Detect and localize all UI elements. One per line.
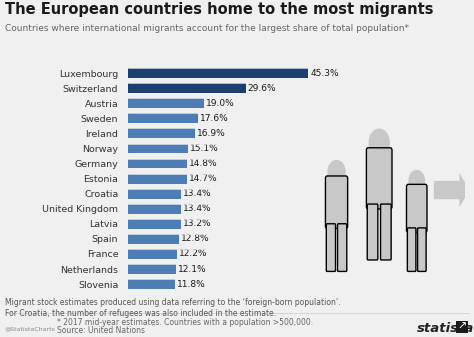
Text: 16.9%: 16.9% <box>197 129 226 138</box>
Text: 14.8%: 14.8% <box>189 159 218 168</box>
Circle shape <box>328 161 345 183</box>
Text: 45.3%: 45.3% <box>310 68 339 78</box>
Text: Source: United Nations: Source: United Nations <box>57 326 145 335</box>
Bar <box>128 159 187 168</box>
Bar <box>128 279 175 289</box>
Circle shape <box>409 171 424 191</box>
Text: Countries where international migrants account for the largest share of total po: Countries where international migrants a… <box>5 24 409 33</box>
Bar <box>128 98 204 108</box>
FancyBboxPatch shape <box>407 184 427 233</box>
Text: 14.7%: 14.7% <box>189 174 217 183</box>
Text: 15.1%: 15.1% <box>190 144 219 153</box>
Text: 13.2%: 13.2% <box>182 219 211 228</box>
Bar <box>128 174 186 184</box>
Bar <box>128 128 195 138</box>
FancyBboxPatch shape <box>367 204 378 260</box>
Circle shape <box>369 129 389 156</box>
FancyBboxPatch shape <box>418 228 426 271</box>
FancyBboxPatch shape <box>407 228 416 271</box>
FancyBboxPatch shape <box>337 224 347 271</box>
Text: 12.1%: 12.1% <box>178 265 207 274</box>
Bar <box>128 219 181 229</box>
FancyBboxPatch shape <box>326 224 336 271</box>
Text: statista: statista <box>417 322 474 335</box>
Text: For Croatia, the number of refugees was also included in the estimate.: For Croatia, the number of refugees was … <box>5 309 276 318</box>
Bar <box>128 114 198 123</box>
Text: The European countries home to the most migrants: The European countries home to the most … <box>5 2 433 17</box>
Bar <box>128 264 176 274</box>
Text: 13.4%: 13.4% <box>183 189 212 198</box>
Text: Migrant stock estimates produced using data referring to the ‘foreign-born popul: Migrant stock estimates produced using d… <box>5 298 340 307</box>
FancyBboxPatch shape <box>366 148 392 209</box>
Bar <box>128 189 182 198</box>
Bar <box>128 68 309 78</box>
FancyArrow shape <box>434 173 470 207</box>
FancyBboxPatch shape <box>326 176 347 228</box>
Text: 29.6%: 29.6% <box>248 84 276 93</box>
Text: 12.8%: 12.8% <box>181 235 210 243</box>
FancyBboxPatch shape <box>381 204 391 260</box>
Bar <box>128 204 182 214</box>
Text: 13.4%: 13.4% <box>183 204 212 213</box>
Bar <box>128 144 188 153</box>
Bar <box>128 83 246 93</box>
Text: 17.6%: 17.6% <box>200 114 229 123</box>
Text: @StatistaCharts: @StatistaCharts <box>5 326 55 331</box>
Text: * 2017 mid-year estimates. Countries with a population >500,000.: * 2017 mid-year estimates. Countries wit… <box>57 318 313 327</box>
Text: 12.2%: 12.2% <box>179 249 207 258</box>
Bar <box>128 249 176 259</box>
Bar <box>128 234 179 244</box>
Text: 19.0%: 19.0% <box>206 99 234 108</box>
Text: ↗: ↗ <box>457 322 467 332</box>
Text: 11.8%: 11.8% <box>177 280 206 289</box>
